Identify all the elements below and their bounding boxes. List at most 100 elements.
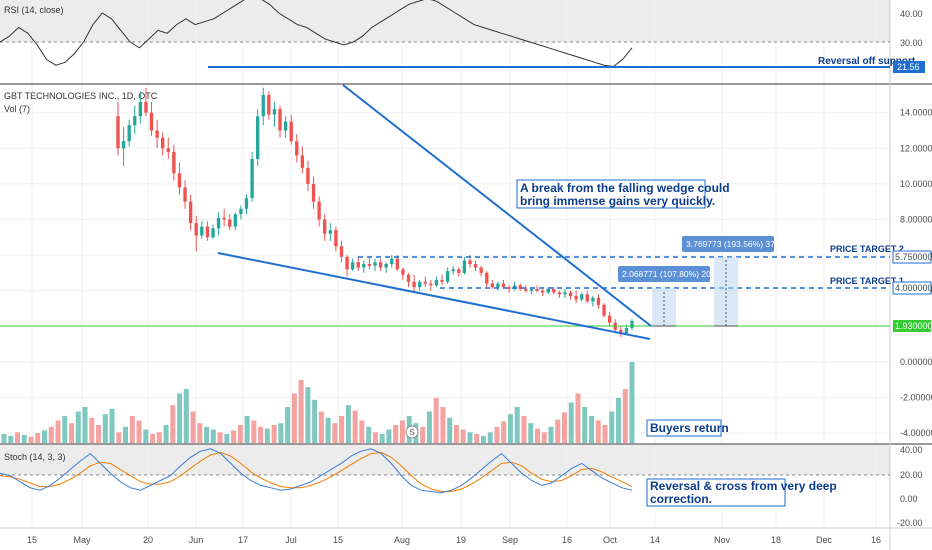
- volume-bar: [595, 420, 601, 443]
- volume-bar: [62, 416, 68, 443]
- candle-body: [406, 274, 411, 282]
- time-tick-label: 15: [333, 535, 343, 545]
- volume-bar: [366, 426, 372, 443]
- price-tick-label: 10.000000: [900, 179, 932, 189]
- rsi-tick-30: 30.00: [900, 38, 923, 48]
- candle-body: [250, 158, 254, 199]
- stoch-tick-0: 0.00: [900, 494, 918, 504]
- time-tick-label: Jun: [189, 535, 204, 545]
- price-tick-label: 8.000000: [900, 215, 932, 225]
- candle-body: [378, 262, 383, 268]
- current-price-axis-badge: [893, 320, 931, 332]
- time-tick-label: 17: [238, 535, 248, 545]
- volume-bar: [1, 434, 7, 443]
- volume-bar: [190, 411, 196, 443]
- volume-bar: [487, 432, 493, 443]
- candle-body: [457, 269, 461, 273]
- price-tick-label: 12.000000: [900, 143, 932, 153]
- candle-body: [300, 155, 305, 168]
- price-axis[interactable]: 14.00000012.00000010.0000008.0000006.000…: [900, 108, 932, 438]
- candle-body: [222, 217, 226, 220]
- volume-bar: [116, 432, 122, 443]
- volume-bar: [298, 380, 304, 443]
- candle-body: [429, 283, 433, 286]
- candle-body: [485, 272, 489, 284]
- volume-bar: [48, 426, 54, 443]
- stoch-annotation-box[interactable]: [646, 478, 786, 507]
- candle-body: [188, 201, 193, 224]
- time-tick-label: Jul: [285, 535, 297, 545]
- volume-bar: [204, 426, 210, 443]
- candle-body: [462, 260, 467, 273]
- stoch-annotation-line-1: Reversal & cross from very deep: [650, 479, 837, 493]
- rsi-last-value: 21.56: [897, 62, 920, 72]
- volume-bar: [35, 433, 41, 443]
- volume-bar: [278, 423, 284, 443]
- target-1-measure-box[interactable]: [652, 288, 676, 326]
- candle-body: [272, 109, 277, 115]
- volume-bar: [433, 398, 439, 443]
- candle-body: [317, 201, 321, 220]
- volume-bar: [555, 419, 561, 443]
- candle-body: [127, 125, 131, 142]
- volume-bar: [514, 407, 520, 443]
- candle-body: [267, 94, 271, 115]
- target-1-axis-label: 4.000000: [895, 283, 932, 293]
- volume-bar: [453, 425, 459, 443]
- volume-bar: [568, 402, 574, 443]
- volume-bar: [501, 421, 507, 443]
- candle-body: [216, 217, 221, 229]
- volume-bar: [129, 416, 135, 443]
- price-tick-label: 14.000000: [900, 108, 932, 118]
- wedge-annotation-box[interactable]: [516, 179, 706, 209]
- volume-bar: [447, 417, 453, 443]
- candle-body: [390, 258, 394, 264]
- candle-body: [345, 256, 349, 270]
- candle-body: [311, 183, 316, 202]
- volume-bar: [602, 425, 608, 443]
- candle-body: [619, 329, 623, 334]
- candle-body: [585, 294, 589, 302]
- rsi-last-value-badge: [893, 61, 925, 73]
- volume-bar: [75, 411, 81, 443]
- candle-body: [479, 267, 483, 273]
- stoch-tick-20: 20.00: [900, 470, 923, 480]
- stoch-tick-40: 40.00: [900, 445, 923, 455]
- stoch-band: [0, 445, 890, 475]
- candle-body: [289, 121, 293, 142]
- volume-bar: [312, 399, 318, 443]
- volume-bar: [521, 416, 527, 443]
- wedge-upper-trendline[interactable]: [342, 84, 652, 327]
- candle-body: [205, 226, 210, 238]
- volume-bar: [480, 435, 486, 443]
- volume-bar: [372, 432, 378, 443]
- time-tick-label: Dec: [816, 535, 833, 545]
- time-tick-label: 19: [456, 535, 466, 545]
- target-2-axis-label: 5.750000: [895, 252, 932, 262]
- target-2-measure-label-bg: [682, 236, 774, 252]
- volume-bar: [582, 407, 588, 443]
- candle-body: [496, 283, 500, 288]
- volume-bar: [386, 429, 392, 443]
- time-tick-label: Sep: [502, 535, 518, 545]
- wedge-annotation-line-2: bring immense gains very quickly.: [520, 194, 715, 208]
- candle-body: [473, 264, 478, 268]
- volume-annotation-box[interactable]: [646, 419, 722, 437]
- candle-body: [138, 102, 143, 117]
- candle-body: [412, 281, 416, 288]
- volume-bar: [150, 434, 156, 443]
- time-tick-label: May: [73, 535, 91, 545]
- time-tick-label: Aug: [394, 535, 410, 545]
- time-axis[interactable]: 15 May 20 Jun 17 Jul 15 Aug 19 Sep 16 Oct 14 Nov 18 Dec…: [27, 535, 881, 545]
- volume-bar: [177, 393, 183, 443]
- candle-body: [155, 130, 159, 138]
- volume-bar: [399, 420, 405, 443]
- candle-body: [194, 223, 198, 236]
- candle-body: [278, 109, 282, 131]
- candle-body: [546, 288, 550, 293]
- target-2-measure-box[interactable]: [714, 257, 738, 326]
- split-event-icon[interactable]: [405, 425, 419, 439]
- candle-body: [183, 187, 187, 202]
- wedge-lower-trendline[interactable]: [217, 252, 651, 340]
